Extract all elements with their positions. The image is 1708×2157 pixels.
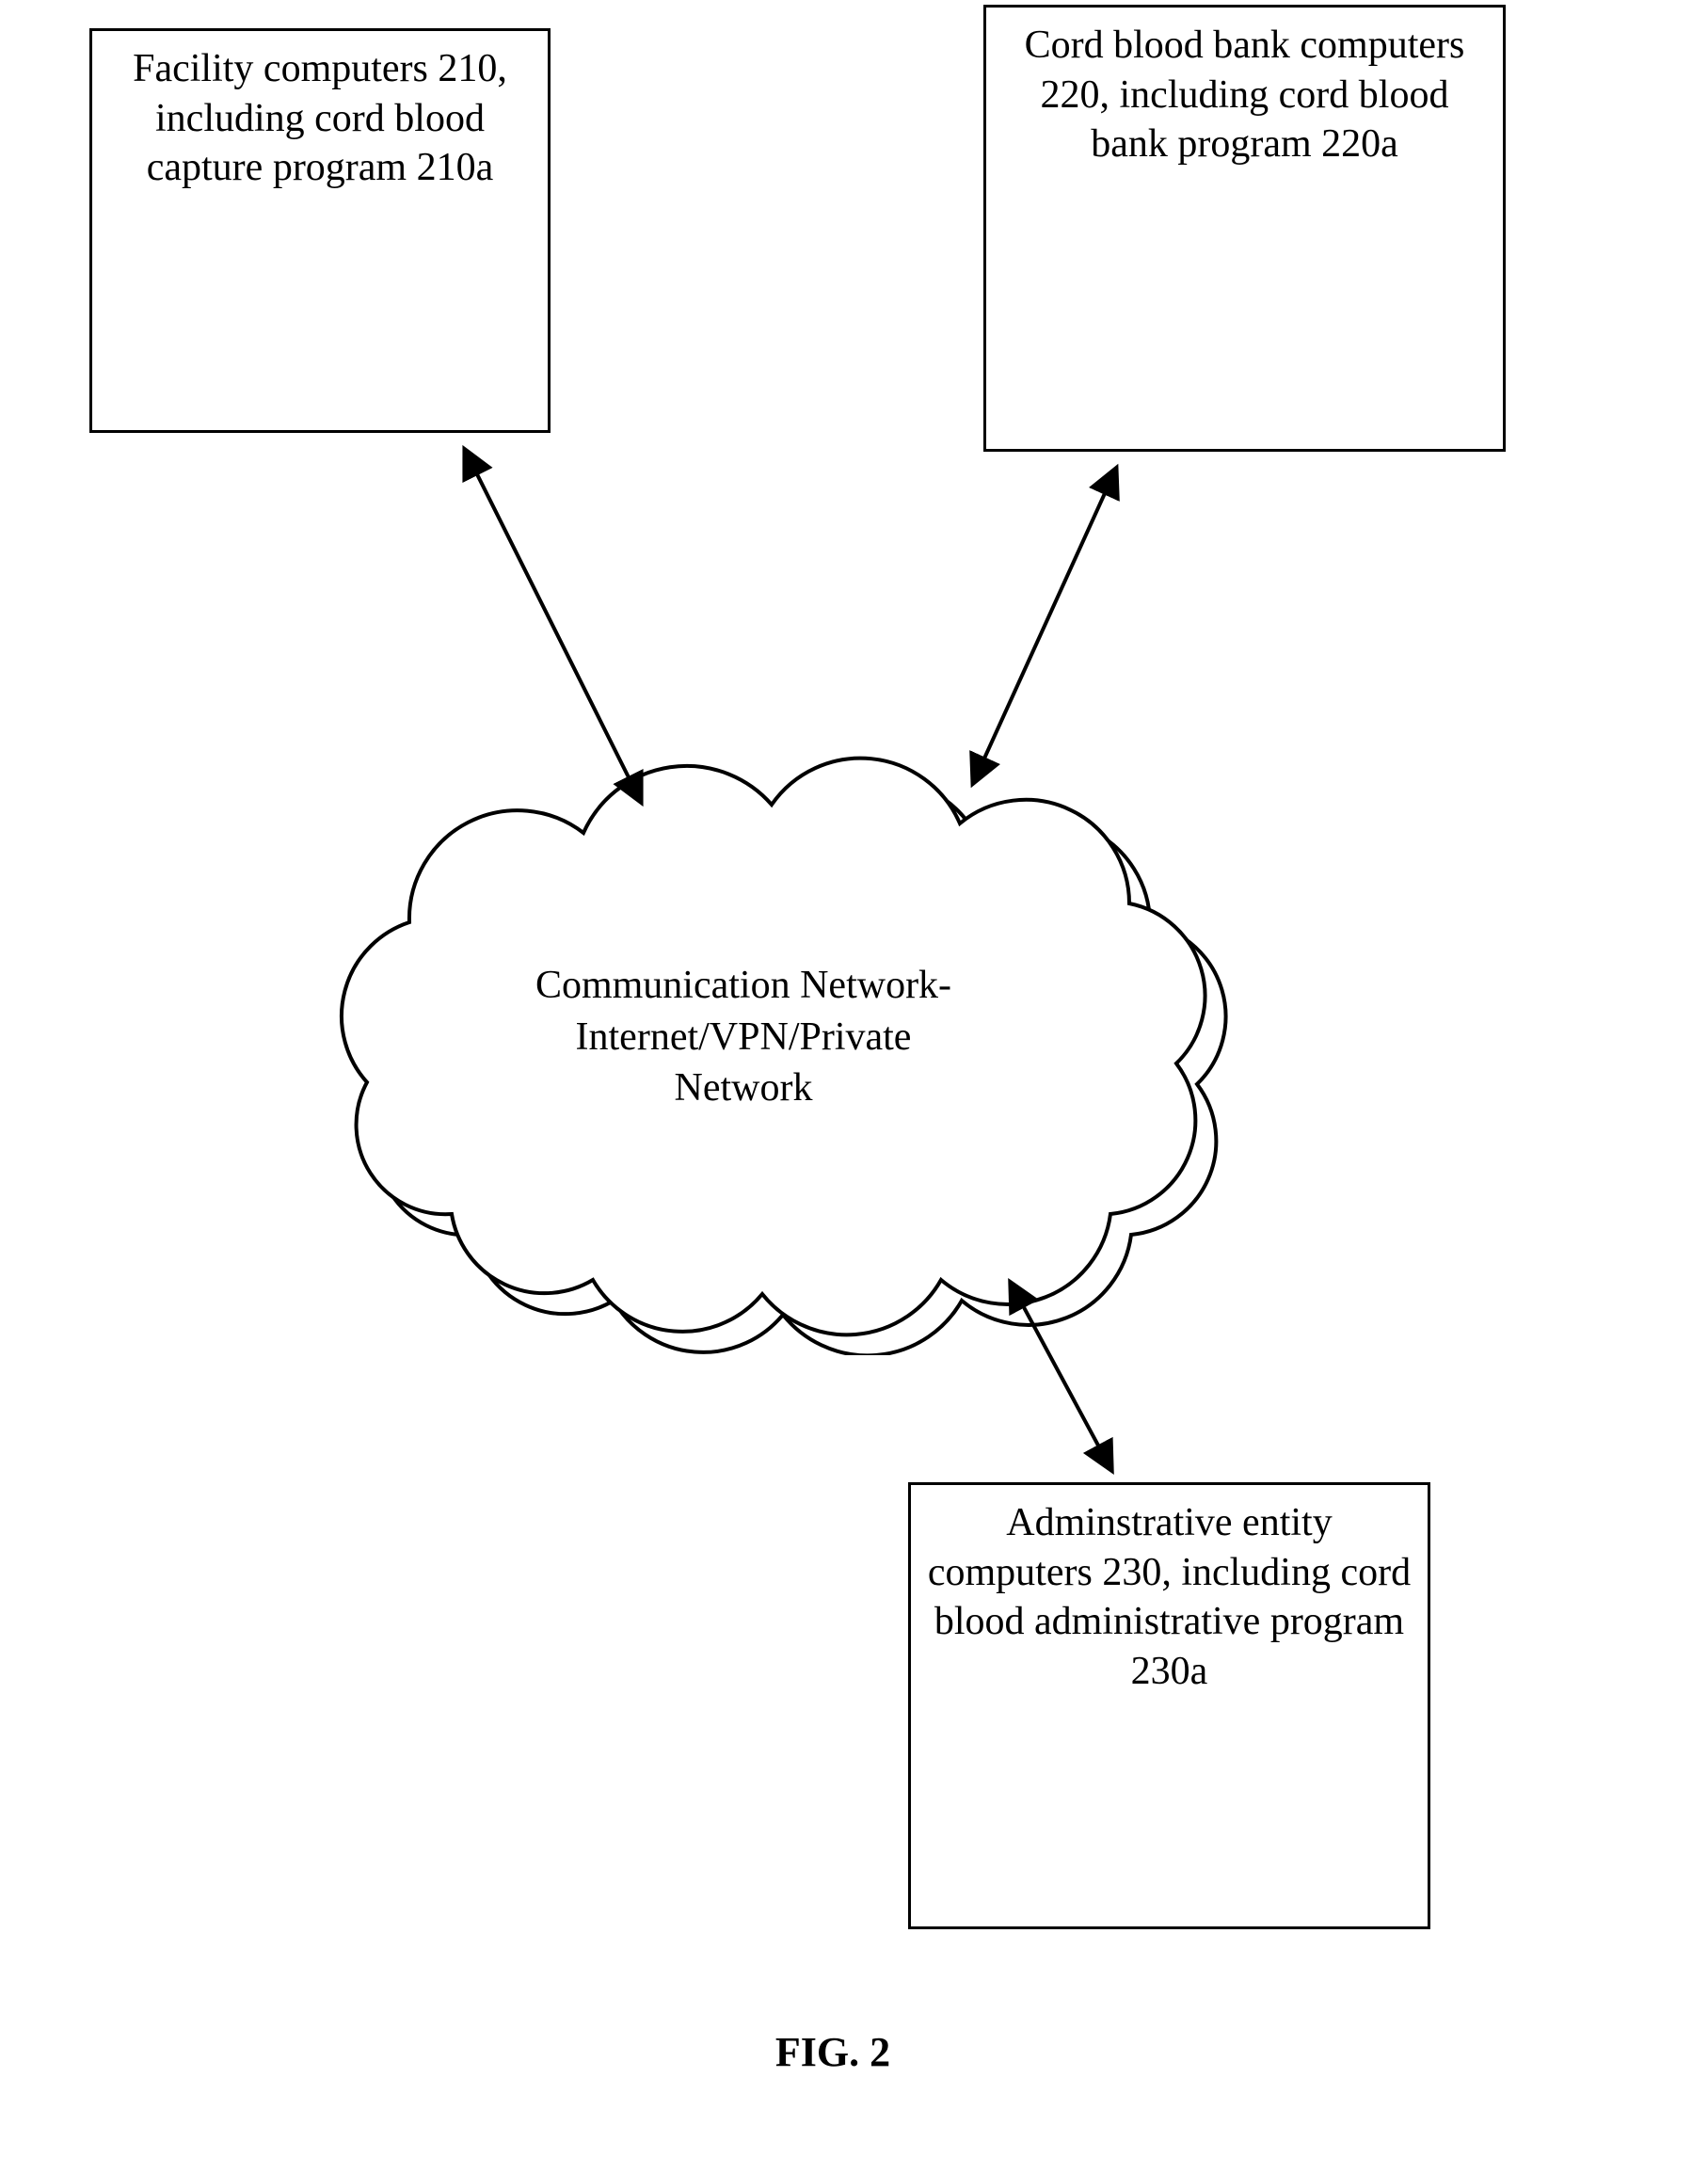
figure-caption-text: FIG. 2 xyxy=(775,2029,890,2075)
arrow-bank-to-cloud xyxy=(974,471,1115,781)
figure-caption: FIG. 2 xyxy=(715,2028,950,2076)
diagram-canvas: Facility computers 210, including cord b… xyxy=(0,0,1708,2157)
connection-arrows xyxy=(0,0,1708,2157)
arrow-cloud-to-admin xyxy=(1012,1285,1110,1468)
arrow-facility-to-cloud xyxy=(466,452,640,800)
